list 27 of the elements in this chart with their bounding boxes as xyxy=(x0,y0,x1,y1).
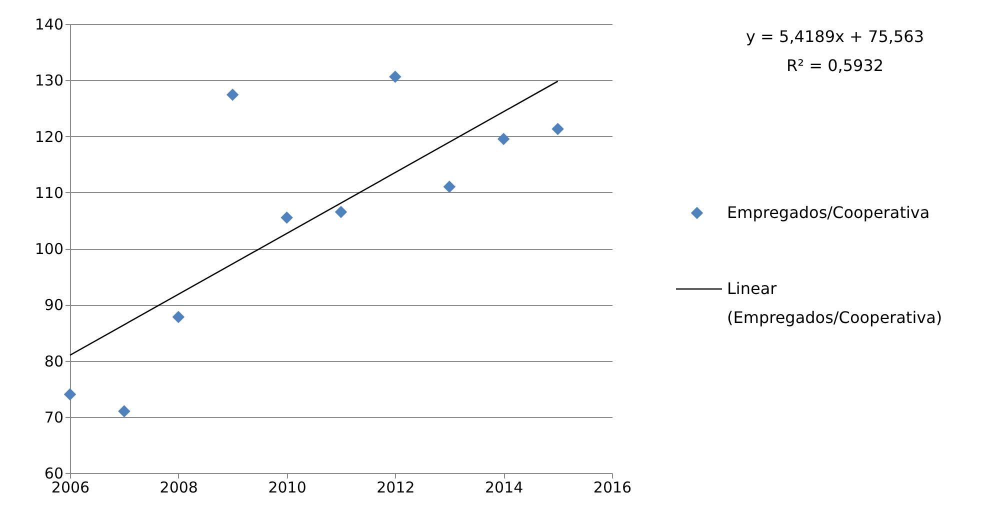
y-tick-label: 100 xyxy=(34,240,64,258)
x-tick-label: 2014 xyxy=(485,478,524,496)
x-tick-label: 2016 xyxy=(593,478,632,496)
y-tick-label: 120 xyxy=(34,128,64,146)
point xyxy=(172,310,185,324)
x-tick-label: 2008 xyxy=(160,478,198,496)
y-tick-label: 70 xyxy=(44,408,64,426)
point xyxy=(64,388,76,401)
point xyxy=(389,70,402,83)
text: y = 5,4189x + 75,563 xyxy=(746,27,924,46)
point xyxy=(497,132,510,146)
point xyxy=(118,405,130,418)
x-tick-label: 2010 xyxy=(268,478,306,496)
y-tick-label: 80 xyxy=(44,352,64,370)
point xyxy=(443,180,456,193)
text: R² = 0,5932 xyxy=(786,56,884,75)
point xyxy=(280,212,293,224)
point xyxy=(226,88,239,101)
point xyxy=(552,122,564,136)
y-tick-label: 140 xyxy=(34,16,64,34)
point xyxy=(334,206,348,218)
x-tick-label: 2012 xyxy=(376,478,415,496)
legend-label: Linear (Empregados/Cooperativa) xyxy=(727,279,942,327)
y-tick-label: 130 xyxy=(34,72,64,90)
y-tick-label: 110 xyxy=(34,184,64,202)
legend-label: Empregados/Cooperativa xyxy=(727,203,930,222)
y-tick-label: 90 xyxy=(44,296,64,314)
